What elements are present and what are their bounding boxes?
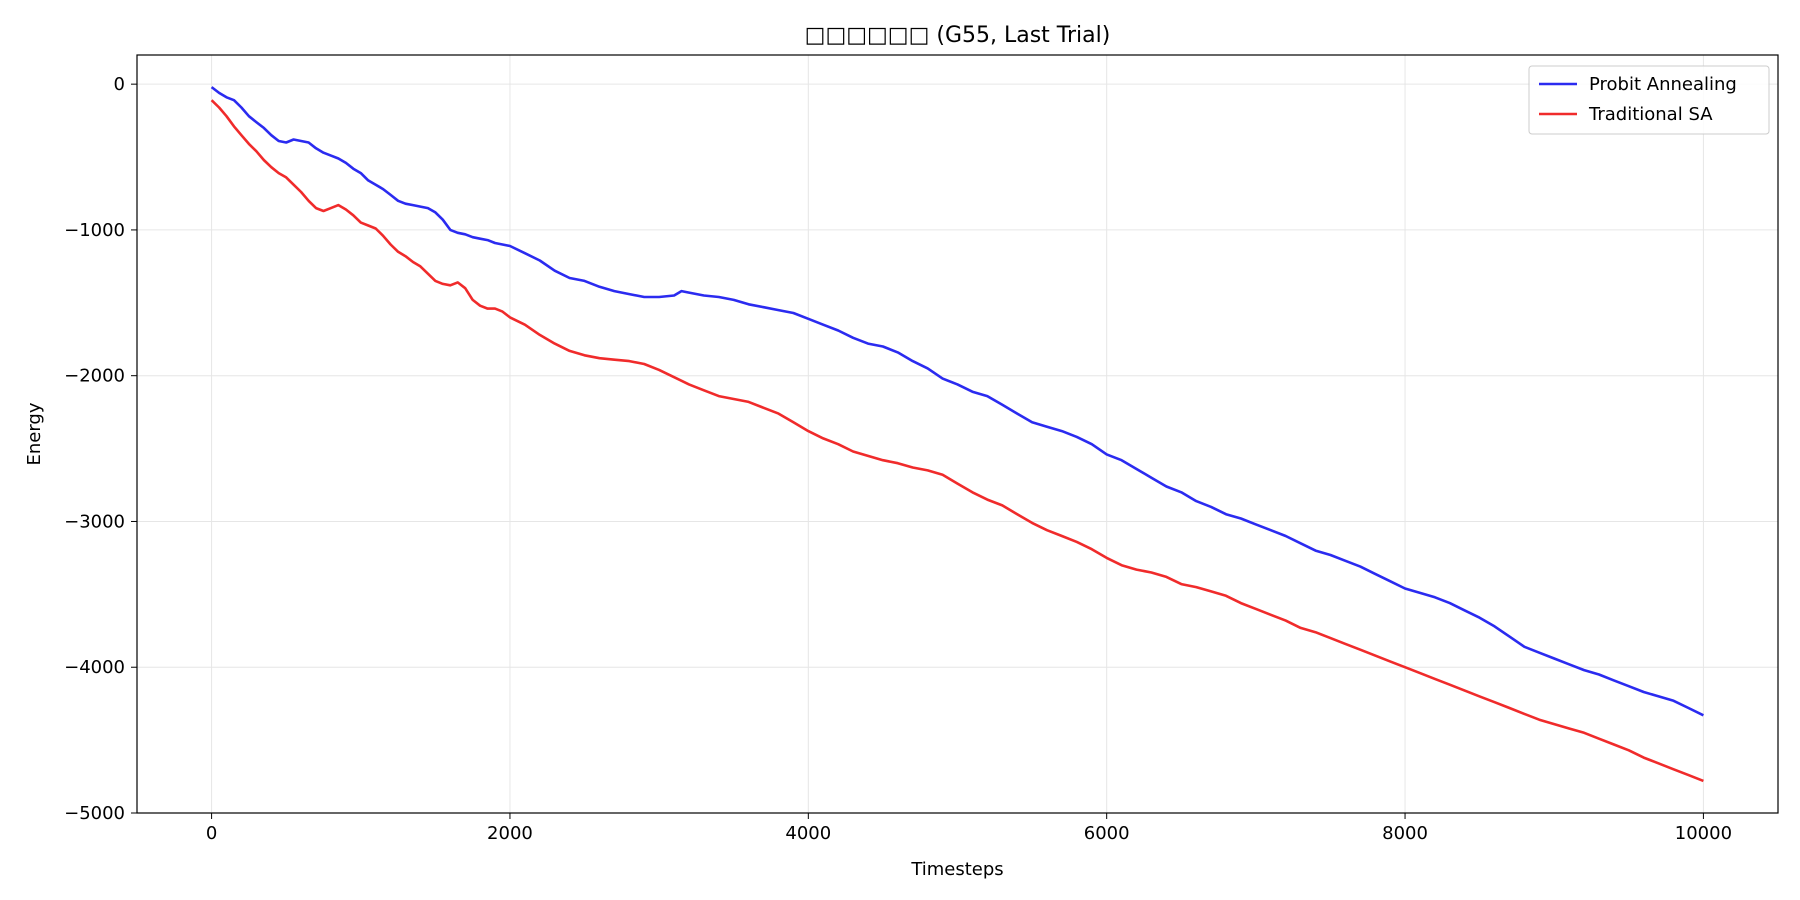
- plot-frame: [136, 54, 1779, 814]
- x-axis-label: Timesteps: [910, 859, 1003, 880]
- legend-label-traditional-sa: Traditional SA: [1588, 104, 1713, 125]
- grid: [137, 55, 1778, 814]
- x-tick-label: 10000: [1675, 823, 1732, 844]
- legend: Probit Annealing Traditional SA: [1528, 65, 1770, 135]
- chart-title: □□□□□□ (G55, Last Trial): [805, 23, 1111, 48]
- series-lines: [210, 86, 1704, 783]
- y-tick-label: −2000: [64, 366, 125, 387]
- x-tick-label: 0: [206, 823, 217, 844]
- y-axis-label: Energy: [24, 402, 45, 465]
- legend-label-probit-annealing: Probit Annealing: [1589, 74, 1737, 95]
- series-line-traditional-sa: [210, 99, 1704, 783]
- x-tick-label: 2000: [487, 823, 533, 844]
- series-line-probit-annealing: [210, 86, 1704, 717]
- y-axis-ticks: 0 −1000 −2000 −3000 −4000 −5000: [64, 74, 137, 824]
- y-tick-label: 0: [114, 74, 125, 95]
- y-tick-label: −5000: [64, 803, 125, 824]
- y-tick-label: −1000: [64, 220, 125, 241]
- legend-box: [1528, 65, 1770, 135]
- y-tick-label: −4000: [64, 657, 125, 678]
- x-tick-label: 8000: [1382, 823, 1428, 844]
- y-tick-label: −3000: [64, 511, 125, 532]
- x-tick-label: 4000: [785, 823, 831, 844]
- x-tick-label: 6000: [1084, 823, 1130, 844]
- x-axis-ticks: 0 2000 4000 6000 8000 10000: [206, 813, 1732, 844]
